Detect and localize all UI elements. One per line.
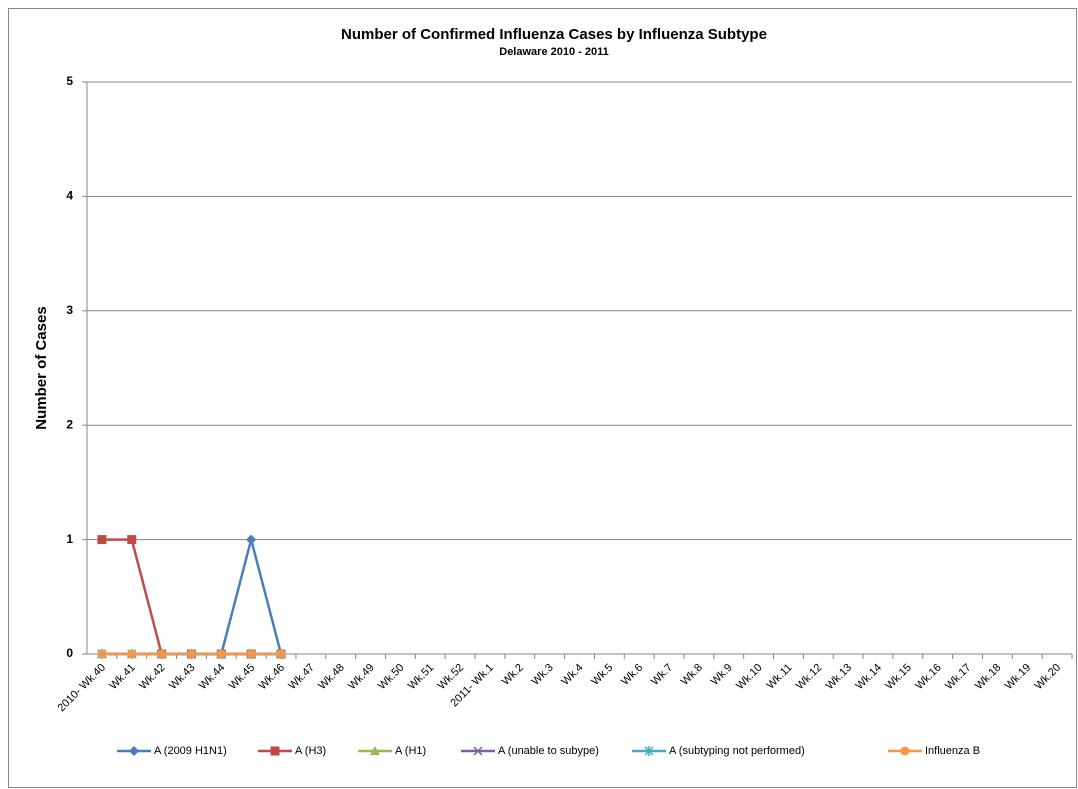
marker [97,535,107,545]
legend-label: A (H3) [295,745,326,757]
y-tick-label: 4 [66,189,73,203]
legend-label: A (2009 H1N1) [154,745,227,757]
legend-marker [473,746,483,756]
marker [246,649,256,659]
legend-label: A (unable to subype) [498,745,599,757]
legend-marker [644,746,654,756]
legend-item: A (H3) [258,745,326,757]
marker [157,649,167,659]
legend-label: A (H1) [395,745,426,757]
y-tick-label: 2 [66,417,73,431]
marker [127,535,137,545]
chart-subtitle: Delaware 2010 - 2011 [499,46,608,58]
legend-label: Influenza B [925,745,980,757]
marker [127,649,137,659]
y-tick-label: 0 [66,646,73,660]
legend-item: Influenza B [888,745,980,757]
legend-marker [270,746,280,756]
legend-marker [370,746,380,755]
marker [216,649,226,659]
y-tick-label: 1 [66,532,73,546]
legend-item: A (H1) [358,745,426,757]
legend-item: A (subtyping not performed) [632,745,805,757]
legend-label: A (subtyping not performed) [669,745,805,757]
marker [186,649,196,659]
marker [276,649,286,659]
chart-title: Number of Confirmed Influenza Cases by I… [341,26,767,43]
y-axis-label: Number of Cases [33,306,50,429]
y-tick-label: 5 [66,74,73,88]
legend-item: A (unable to subype) [461,745,599,757]
legend-marker [129,746,139,756]
y-tick-label: 3 [66,303,73,317]
marker [246,534,257,545]
marker [97,649,107,659]
legend-marker [900,746,910,756]
chart-border [8,8,1077,788]
legend-item: A (2009 H1N1) [117,745,227,757]
